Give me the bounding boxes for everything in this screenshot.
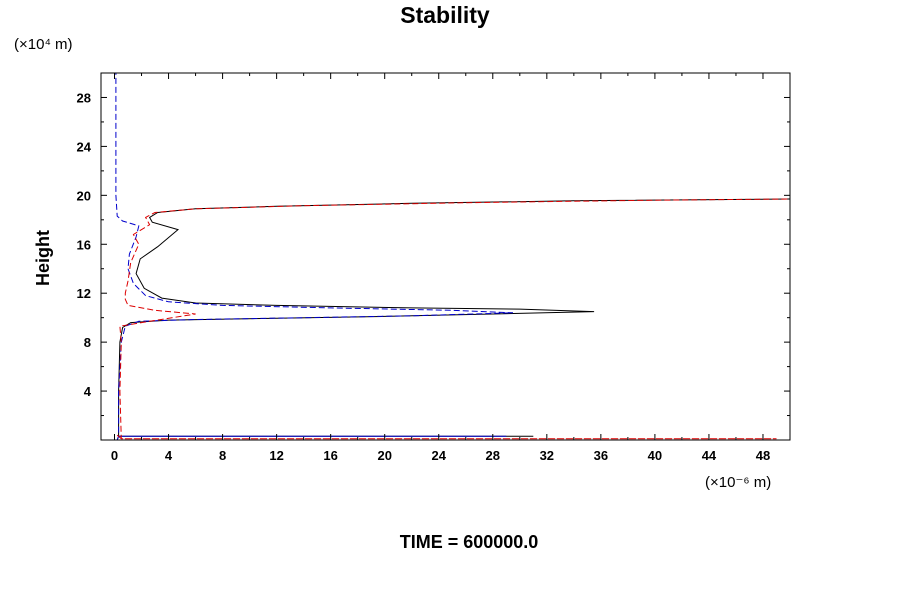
series-line-2 bbox=[115, 73, 514, 440]
x-tick-label: 32 bbox=[540, 448, 554, 463]
x-tick-label: 4 bbox=[165, 448, 173, 463]
x-tick-label: 8 bbox=[219, 448, 226, 463]
y-tick-label: 28 bbox=[77, 90, 91, 105]
x-tick-label: 28 bbox=[486, 448, 500, 463]
x-tick-label: 40 bbox=[648, 448, 662, 463]
y-tick-label: 12 bbox=[77, 286, 91, 301]
plot-frame bbox=[100, 72, 791, 441]
y-tick-label: 20 bbox=[77, 188, 91, 203]
x-tick-label: 48 bbox=[756, 448, 770, 463]
footer-time: TIME = 600000.0 bbox=[400, 532, 539, 552]
y-tick-label: 4 bbox=[84, 384, 92, 399]
x-tick-label: 36 bbox=[594, 448, 608, 463]
x-tick-label: 24 bbox=[432, 448, 447, 463]
series-line-3 bbox=[116, 198, 790, 440]
x-tick-label: 20 bbox=[377, 448, 391, 463]
y-tick-label: 16 bbox=[77, 237, 91, 252]
y-axis-unit: (×10⁴ m) bbox=[14, 36, 73, 53]
x-tick-label: 16 bbox=[323, 448, 337, 463]
y-axis-label: Height bbox=[33, 230, 53, 286]
y-tick-label: 8 bbox=[84, 335, 91, 350]
x-tick-label: 0 bbox=[111, 448, 118, 463]
plot-area bbox=[115, 73, 790, 440]
chart-title: Stability bbox=[400, 2, 490, 28]
series-line-1 bbox=[116, 198, 790, 440]
x-tick-label: 44 bbox=[702, 448, 717, 463]
y-tick-label: 24 bbox=[77, 139, 92, 154]
x-axis-unit: (×10⁻⁶ m) bbox=[705, 474, 771, 491]
x-tick-label: 12 bbox=[269, 448, 283, 463]
